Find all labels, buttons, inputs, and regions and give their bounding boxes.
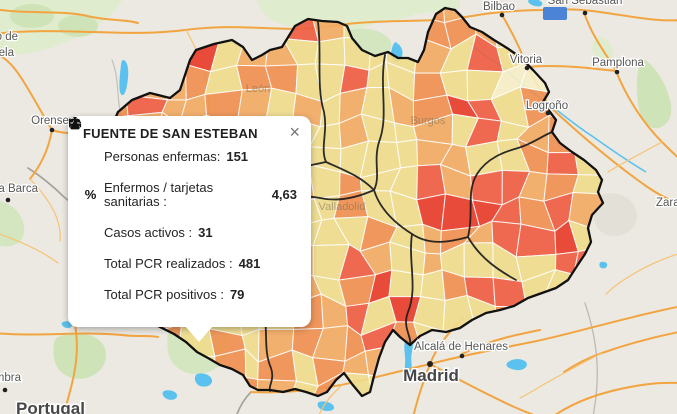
municipality-cell[interactable] xyxy=(463,242,494,279)
city-dot-la_barca xyxy=(5,197,11,203)
stat-row-pcr-realizados: Total PCR realizados : 481 xyxy=(70,117,297,271)
city-label-vitoria: Vitoria xyxy=(510,54,543,66)
close-icon[interactable]: × xyxy=(289,122,300,142)
flask-icon xyxy=(70,117,98,271)
city-dot-madrid xyxy=(427,361,433,367)
city-label-madrid: Madrid xyxy=(403,366,459,385)
city-label-logrono: Logroño xyxy=(526,100,568,112)
stat-value: 481 xyxy=(238,256,261,271)
city-label-pamplona: Pamplona xyxy=(592,57,644,69)
city-label-santiago_l1: Santiago de xyxy=(0,31,18,43)
percent-icon: % xyxy=(84,187,97,202)
municipality-cell[interactable] xyxy=(420,269,446,302)
faint-city-label-leon: León xyxy=(246,83,270,95)
municipality-cell[interactable] xyxy=(572,174,604,195)
city-dot-vitoria xyxy=(524,65,530,71)
heartbeat-icon xyxy=(69,118,98,240)
stat-value: 79 xyxy=(229,287,245,302)
popup-tail xyxy=(185,326,213,342)
stat-label: Total PCR positivos : xyxy=(104,287,224,302)
region-faint-labels: León Burgos Valladolid xyxy=(246,83,446,213)
road-badge xyxy=(543,7,567,20)
municipality-cell[interactable] xyxy=(546,151,580,176)
stat-value: 31 xyxy=(198,225,213,240)
city-label-bilbao: Bilbao xyxy=(483,1,515,13)
municipality-cell[interactable] xyxy=(388,269,424,298)
city-label-la_barca: la Barca xyxy=(0,183,39,195)
city-dot-pamplona xyxy=(614,69,620,75)
city-dot-san_sebastian xyxy=(582,10,588,16)
faint-city-label-burgos: Burgos xyxy=(411,115,446,127)
city-dot-bilbao xyxy=(499,12,505,18)
stat-label: Casos activos : xyxy=(104,225,193,240)
stat-row-personas-enfermas: Personas enfermas: 151 xyxy=(69,118,297,164)
stat-value: 4,63 xyxy=(271,187,297,202)
city-label-alcala: Alcalá de Henares xyxy=(414,341,508,353)
stat-value: 151 xyxy=(226,149,249,164)
city-label-portugal: Portugal xyxy=(16,399,85,414)
city-dots xyxy=(2,10,620,393)
stat-row-enfermos-tarjetas: % Enfermos / tarjetas sanitarias : 4,63 xyxy=(83,181,297,209)
info-popup: FUENTE DE SAN ESTEBAN × Personas enferma… xyxy=(68,116,311,342)
city-dot-coimbra xyxy=(2,387,8,393)
municipality-cell[interactable] xyxy=(396,138,419,169)
city-label-coimbra: Coimbra xyxy=(0,372,22,384)
city-dot-logrono xyxy=(545,110,551,116)
stat-row-casos-activos: Casos activos : 31 xyxy=(69,118,297,240)
city-label-orense: Orense xyxy=(31,115,69,127)
city-label-santiago_l2: Compostela xyxy=(0,47,15,59)
bed-icon xyxy=(69,118,98,164)
stat-row-pcr-positivos: Total PCR positivos : 79 xyxy=(70,117,297,302)
stat-label: Personas enfermas: xyxy=(104,149,221,164)
popup-title: FUENTE DE SAN ESTEBAN xyxy=(83,126,258,141)
stat-label: Enfermos / tarjetas sanitarias : xyxy=(104,180,214,209)
city-label-san_sebastian: San Sebastián xyxy=(548,0,623,7)
city-dot-orense xyxy=(49,127,55,133)
city-dot-alcala xyxy=(459,353,465,359)
faint-city-label-valladolid: Valladolid xyxy=(319,201,366,213)
stat-label: Total PCR realizados : xyxy=(104,256,233,271)
city-label-zaragoza: Zaragoza xyxy=(656,197,677,209)
flask-icon xyxy=(70,117,98,302)
